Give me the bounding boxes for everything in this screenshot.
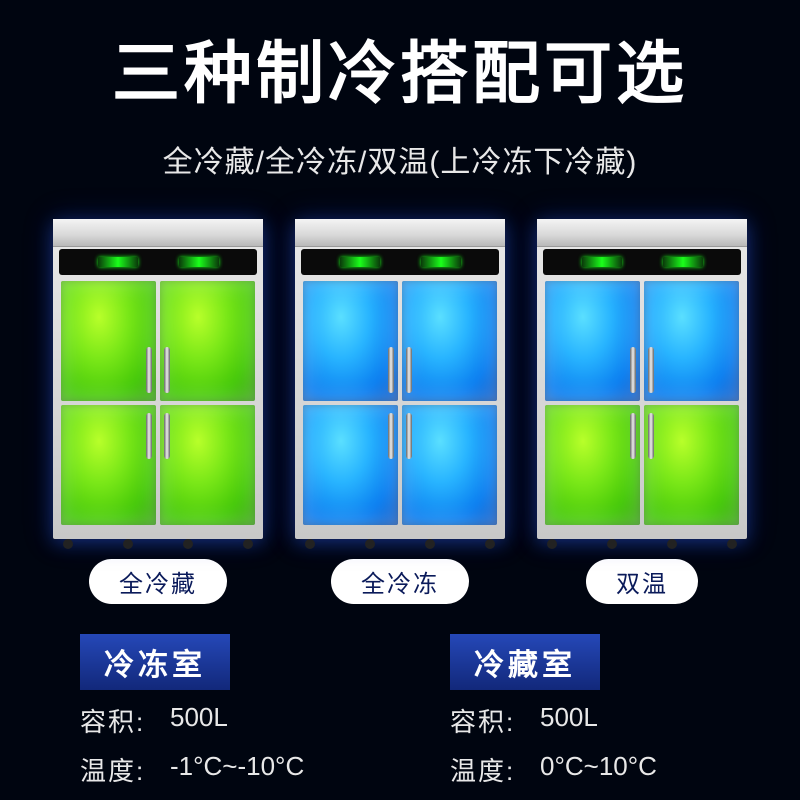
fridge-option-refrigerate: 全冷藏 bbox=[53, 219, 263, 604]
door-icon bbox=[545, 281, 640, 401]
fridge-unit bbox=[537, 219, 747, 539]
spec-label: 容积: bbox=[450, 702, 520, 739]
spec-value: 500L bbox=[540, 702, 598, 739]
spec-freezer: 冷冻室 容积: 500L 温度: -1°C~-10°C bbox=[80, 634, 370, 788]
spec-heading: 冷藏室 bbox=[450, 634, 600, 690]
spec-line: 容积: 500L bbox=[80, 702, 370, 739]
spec-line: 容积: 500L bbox=[450, 702, 740, 739]
fridge-unit bbox=[53, 219, 263, 539]
door-icon bbox=[644, 281, 739, 401]
door-icon bbox=[160, 405, 255, 525]
door-icon bbox=[402, 281, 497, 401]
spec-line: 温度: 0°C~10°C bbox=[450, 751, 740, 788]
fridge-row: 全冷藏 全冷冻 双温 bbox=[0, 219, 800, 604]
spec-label: 容积: bbox=[80, 702, 150, 739]
spec-line: 温度: -1°C~-10°C bbox=[80, 751, 370, 788]
spec-fridge: 冷藏室 容积: 500L 温度: 0°C~10°C bbox=[450, 634, 740, 788]
fridge-option-dual: 双温 bbox=[537, 219, 747, 604]
spec-value: -1°C~-10°C bbox=[170, 751, 304, 788]
door-icon bbox=[303, 281, 398, 401]
door-icon bbox=[61, 405, 156, 525]
spec-row: 冷冻室 容积: 500L 温度: -1°C~-10°C 冷藏室 容积: 500L… bbox=[0, 634, 800, 788]
door-icon bbox=[61, 281, 156, 401]
spec-label: 温度: bbox=[450, 751, 520, 788]
option-label-pill: 全冷藏 bbox=[89, 559, 227, 604]
spec-value: 0°C~10°C bbox=[540, 751, 657, 788]
option-label-pill: 双温 bbox=[586, 559, 698, 604]
door-icon bbox=[160, 281, 255, 401]
option-label-pill: 全冷冻 bbox=[331, 559, 469, 604]
spec-label: 温度: bbox=[80, 751, 150, 788]
fridge-option-freeze: 全冷冻 bbox=[295, 219, 505, 604]
door-icon bbox=[545, 405, 640, 525]
door-icon bbox=[303, 405, 398, 525]
spec-heading: 冷冻室 bbox=[80, 634, 230, 690]
spec-value: 500L bbox=[170, 702, 228, 739]
door-icon bbox=[402, 405, 497, 525]
door-icon bbox=[644, 405, 739, 525]
subtitle: 全冷藏/全冷冻/双温(上冷冻下冷藏) bbox=[0, 137, 800, 181]
fridge-unit bbox=[295, 219, 505, 539]
main-title: 三种制冷搭配可选 bbox=[0, 0, 800, 117]
